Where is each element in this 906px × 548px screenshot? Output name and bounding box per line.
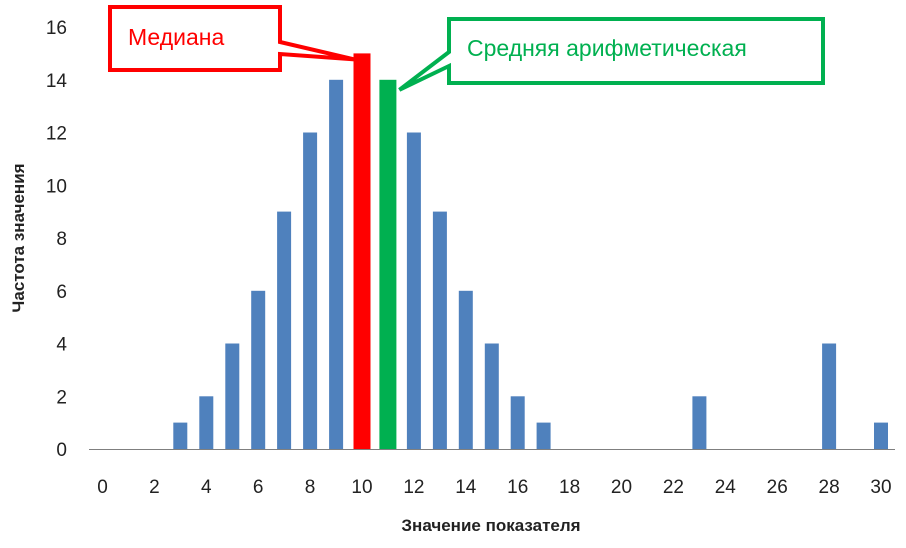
bar-x-6 [251,290,266,450]
y-tick-16: 16 [46,18,67,39]
bar-x-30 [874,422,888,449]
x-tick-8: 8 [305,477,316,498]
bar-x-16 [510,396,525,450]
bar-x-8 [303,132,318,449]
mean-callout-box [398,17,825,92]
median-callout-box [108,5,355,72]
x-tick-labels: 0 2 4 6 8 10 12 14 16 18 20 22 24 26 28 30 [97,477,891,498]
bar-x-23 [692,396,707,450]
median-callout-label: Медиана [128,24,224,50]
y-tick-labels: 0 2 4 6 8 10 12 14 16 [46,18,68,461]
y-tick-0: 0 [56,440,67,461]
x-tick-30: 30 [870,477,891,498]
x-tick-0: 0 [97,477,108,498]
x-tick-14: 14 [455,477,477,498]
highlight-bar-mean [379,79,397,450]
x-tick-16: 16 [507,477,528,498]
y-tick-6: 6 [56,282,67,303]
x-tick-12: 12 [403,477,424,498]
x-tick-28: 28 [819,477,840,498]
mean-callout: Средняя арифметическая [398,17,825,92]
y-tick-12: 12 [46,124,67,145]
x-tick-18: 18 [559,477,580,498]
bar-x-17 [536,422,551,449]
bar-x-14 [458,290,473,450]
highlight-bar-median [353,53,371,450]
bar-x-3 [173,422,188,449]
x-tick-10: 10 [351,477,372,498]
y-tick-4: 4 [56,335,67,356]
bars-layer [173,79,888,450]
y-tick-8: 8 [56,229,67,250]
bar-x-4 [199,396,214,450]
x-tick-26: 26 [767,477,788,498]
bar-x-12 [406,132,421,449]
bar-x-7 [277,211,292,449]
highlight-bars-layer [353,53,397,450]
bar-x-28 [822,343,837,449]
median-callout: Медиана [108,5,355,72]
bar-x-9 [329,79,344,450]
y-tick-14: 14 [46,71,68,92]
x-tick-4: 4 [201,477,212,498]
x-axis-title: Значение показателя [401,516,580,535]
bar-x-13 [432,211,447,449]
y-tick-10: 10 [46,176,67,197]
bar-x-15 [484,343,499,449]
x-tick-2: 2 [149,477,160,498]
mean-callout-label: Средняя арифметическая [467,35,747,61]
y-axis-title: Частота значения [9,163,28,312]
x-tick-22: 22 [663,477,684,498]
x-tick-6: 6 [253,477,264,498]
y-tick-2: 2 [56,387,67,408]
bar-x-5 [225,343,240,449]
x-tick-20: 20 [611,477,632,498]
x-tick-24: 24 [715,477,737,498]
